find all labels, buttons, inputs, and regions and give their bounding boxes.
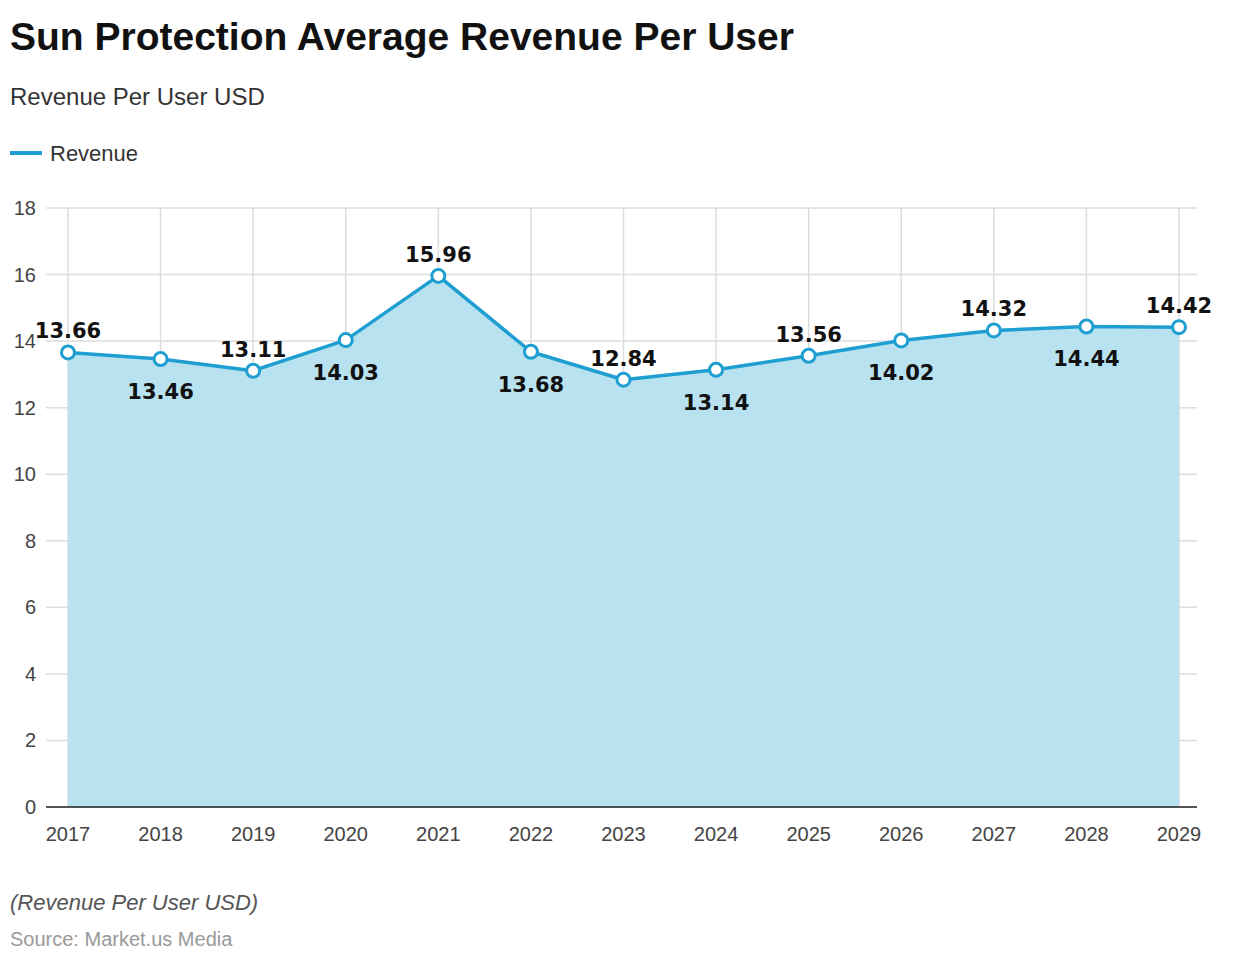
data-label: 15.96 bbox=[405, 243, 471, 267]
grid-line bbox=[46, 274, 1197, 276]
x-tick-label: 2027 bbox=[972, 823, 1017, 845]
marker bbox=[524, 345, 537, 358]
marker bbox=[247, 364, 260, 377]
x-tick-label: 2023 bbox=[601, 823, 646, 845]
marker bbox=[1173, 321, 1186, 334]
data-label: 13.46 bbox=[127, 380, 193, 404]
line bbox=[68, 276, 1179, 380]
data-label: 14.02 bbox=[868, 361, 934, 385]
area bbox=[68, 276, 1179, 807]
marker bbox=[432, 269, 445, 282]
data-label: 14.03 bbox=[313, 361, 379, 385]
data-label: 13.11 bbox=[220, 338, 286, 362]
marker bbox=[802, 349, 815, 362]
grid-line bbox=[46, 207, 1197, 209]
legend-swatch bbox=[10, 151, 42, 155]
legend-label: Revenue bbox=[50, 141, 138, 166]
marker bbox=[1080, 320, 1093, 333]
chart: Sun Protection Average Revenue Per User R… bbox=[0, 0, 1248, 962]
subtitle: Revenue Per User USD bbox=[10, 83, 265, 110]
x-tick-label: 2028 bbox=[1064, 823, 1109, 845]
data-label: 13.68 bbox=[498, 373, 564, 397]
data-label: 14.44 bbox=[1053, 347, 1119, 371]
title: Sun Protection Average Revenue Per User bbox=[10, 15, 794, 58]
y-tick-label: 10 bbox=[14, 463, 36, 485]
x-tick-label: 2018 bbox=[138, 823, 183, 845]
x-tick-label: 2017 bbox=[46, 823, 91, 845]
x-tick-label: 2024 bbox=[694, 823, 739, 845]
x-tick-label: 2022 bbox=[509, 823, 554, 845]
x-tick-label: 2025 bbox=[786, 823, 831, 845]
data-label: 14.32 bbox=[961, 297, 1027, 321]
y-tick-label: 6 bbox=[25, 596, 36, 618]
y-tick-label: 8 bbox=[25, 530, 36, 552]
y-tick-label: 0 bbox=[25, 796, 36, 818]
y-tick-label: 18 bbox=[14, 197, 36, 219]
marker bbox=[339, 334, 352, 347]
data-label: 13.14 bbox=[683, 391, 749, 415]
x-axis bbox=[46, 806, 1197, 808]
y-tick-label: 2 bbox=[25, 729, 36, 751]
marker bbox=[154, 353, 167, 366]
marker bbox=[710, 363, 723, 376]
x-tick-label: 2020 bbox=[324, 823, 369, 845]
y-tick-label: 16 bbox=[14, 264, 36, 286]
x-tick-label: 2029 bbox=[1157, 823, 1202, 845]
data-label: 13.56 bbox=[775, 323, 841, 347]
grid-line bbox=[46, 806, 1197, 808]
grid bbox=[46, 208, 1197, 807]
caption: (Revenue Per User USD) bbox=[10, 890, 258, 915]
marker bbox=[895, 334, 908, 347]
source: Source: Market.us Media bbox=[10, 928, 233, 950]
data-label: 14.42 bbox=[1146, 294, 1212, 318]
data-label: 12.84 bbox=[590, 347, 656, 371]
data-label: 13.66 bbox=[35, 319, 101, 343]
marker bbox=[617, 373, 630, 386]
x-tick-label: 2019 bbox=[231, 823, 276, 845]
marker bbox=[987, 324, 1000, 337]
plot bbox=[62, 269, 1186, 807]
x-tick-label: 2026 bbox=[879, 823, 924, 845]
y-tick-label: 4 bbox=[25, 663, 36, 685]
x-tick-label: 2021 bbox=[416, 823, 461, 845]
marker bbox=[62, 346, 75, 359]
y-tick-label: 12 bbox=[14, 397, 36, 419]
y-tick-label: 14 bbox=[14, 330, 36, 352]
